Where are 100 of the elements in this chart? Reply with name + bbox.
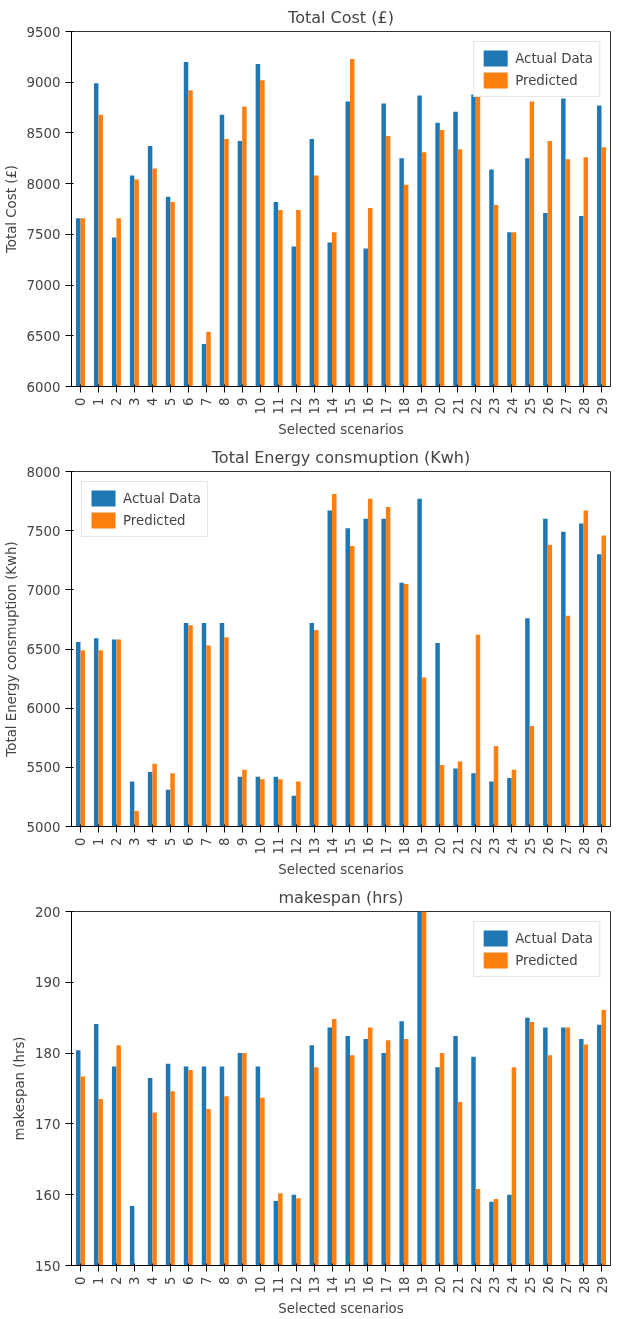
x-tick-label: 27 (558, 1276, 574, 1294)
x-tick-label: 10 (253, 1276, 269, 1294)
legend-label: Actual Data (515, 930, 593, 946)
legend-label: Predicted (123, 512, 186, 528)
x-tick-label: 25 (522, 1276, 538, 1294)
x-tick-label: 17 (378, 397, 394, 415)
x-tick-label: 11 (271, 837, 287, 855)
x-tick-label: 20 (432, 397, 448, 415)
x-tick-label: 4 (145, 837, 161, 846)
x-tick-label: 15 (342, 397, 358, 415)
y-axis-title: Total Energy consmuption (Kwh) (3, 541, 19, 758)
y-tick-label: 7500 (26, 523, 61, 539)
x-tick-label: 10 (253, 837, 269, 855)
x-tick-label: 6 (181, 397, 197, 406)
x-tick-label: 21 (450, 1276, 466, 1294)
y-tick-label: 6500 (26, 328, 61, 344)
x-tick-label: 5 (163, 837, 179, 846)
x-tick-label: 24 (504, 837, 520, 855)
x-tick-label: 7 (199, 837, 215, 846)
x-tick-label: 8 (217, 1276, 233, 1285)
chart-title: Total Cost (£) (287, 7, 394, 27)
legend-label: Predicted (515, 952, 578, 968)
x-tick-label: 18 (396, 397, 412, 415)
x-tick-label: 14 (325, 837, 341, 855)
legend-label: Actual Data (123, 490, 201, 506)
x-tick-label: 11 (271, 397, 287, 415)
y-tick-label: 8500 (26, 125, 61, 141)
x-axis-title: Selected scenarios (278, 862, 404, 878)
y-tick-label: 9500 (26, 24, 61, 40)
x-tick-label: 15 (342, 1276, 358, 1294)
y-tick-label: 6000 (26, 701, 61, 717)
x-tick-label: 1 (91, 397, 107, 406)
x-tick-label: 28 (576, 837, 592, 855)
x-tick-label: 29 (594, 1276, 610, 1294)
x-tick-label: 24 (504, 1276, 520, 1294)
x-tick-label: 22 (468, 837, 484, 855)
x-tick-label: 26 (540, 1276, 556, 1294)
x-tick-label: 17 (378, 1276, 394, 1294)
x-tick-label: 23 (486, 397, 502, 415)
x-tick-label: 17 (378, 837, 394, 855)
x-tick-label: 20 (432, 837, 448, 855)
x-tick-label: 8 (217, 397, 233, 406)
x-axis-title: Selected scenarios (278, 1301, 404, 1317)
x-tick-label: 1 (91, 1276, 107, 1285)
x-tick-label: 10 (253, 397, 269, 415)
legend-label: Predicted (515, 72, 578, 88)
x-tick-label: 28 (576, 397, 592, 415)
y-tick-label: 180 (35, 1046, 61, 1062)
x-tick-label: 3 (127, 837, 143, 846)
x-tick-label: 9 (235, 837, 251, 846)
x-tick-label: 24 (504, 397, 520, 415)
x-tick-label: 15 (342, 837, 358, 855)
y-tick-label: 160 (35, 1187, 61, 1203)
x-tick-label: 4 (145, 1276, 161, 1285)
x-tick-label: 16 (360, 1276, 376, 1294)
x-tick-label: 25 (522, 837, 538, 855)
x-tick-label: 0 (73, 397, 89, 406)
x-tick-label: 1 (91, 837, 107, 846)
x-tick-label: 14 (325, 397, 341, 415)
x-tick-label: 18 (396, 837, 412, 855)
x-tick-label: 9 (235, 397, 251, 406)
x-tick-label: 14 (325, 1276, 341, 1294)
x-tick-label: 12 (289, 397, 305, 415)
x-tick-label: 5 (163, 397, 179, 406)
x-tick-label: 22 (468, 1276, 484, 1294)
y-tick-label: 200 (35, 904, 61, 920)
x-tick-label: 13 (307, 1276, 323, 1294)
x-tick-label: 28 (576, 1276, 592, 1294)
x-tick-label: 7 (199, 397, 215, 406)
x-tick-label: 9 (235, 1276, 251, 1285)
y-tick-label: 6500 (26, 642, 61, 657)
x-tick-label: 12 (289, 837, 305, 855)
x-axis-title: Selected scenarios (278, 422, 404, 438)
x-tick-label: 4 (145, 397, 161, 406)
y-tick-label: 9000 (26, 75, 61, 91)
x-tick-label: 18 (396, 1276, 412, 1294)
x-tick-label: 20 (432, 1276, 448, 1294)
y-tick-label: 5000 (26, 819, 61, 835)
x-tick-label: 0 (73, 837, 89, 846)
y-tick-label: 7500 (26, 227, 61, 243)
x-tick-label: 16 (360, 837, 376, 855)
x-tick-label: 26 (540, 397, 556, 415)
y-tick-label: 150 (35, 1258, 61, 1274)
chart-title: Total Energy consmuption (Kwh) (210, 447, 471, 467)
x-tick-label: 27 (558, 837, 574, 855)
y-tick-label: 6000 (26, 379, 61, 395)
x-tick-label: 29 (594, 837, 610, 855)
y-tick-label: 8000 (26, 464, 61, 480)
x-tick-label: 6 (181, 837, 197, 846)
x-tick-label: 5 (163, 1276, 179, 1285)
x-tick-label: 7 (199, 1276, 215, 1285)
x-tick-label: 0 (73, 1276, 89, 1285)
chart-title: makespan (hrs) (278, 887, 404, 907)
y-axis-title: makespan (hrs) (12, 1036, 28, 1141)
x-tick-label: 23 (486, 1276, 502, 1294)
x-tick-label: 13 (307, 837, 323, 855)
y-tick-label: 7000 (26, 278, 61, 294)
x-tick-label: 29 (594, 397, 610, 415)
x-tick-label: 2 (109, 1276, 125, 1285)
y-axis-title: Total Cost (£) (3, 164, 19, 255)
